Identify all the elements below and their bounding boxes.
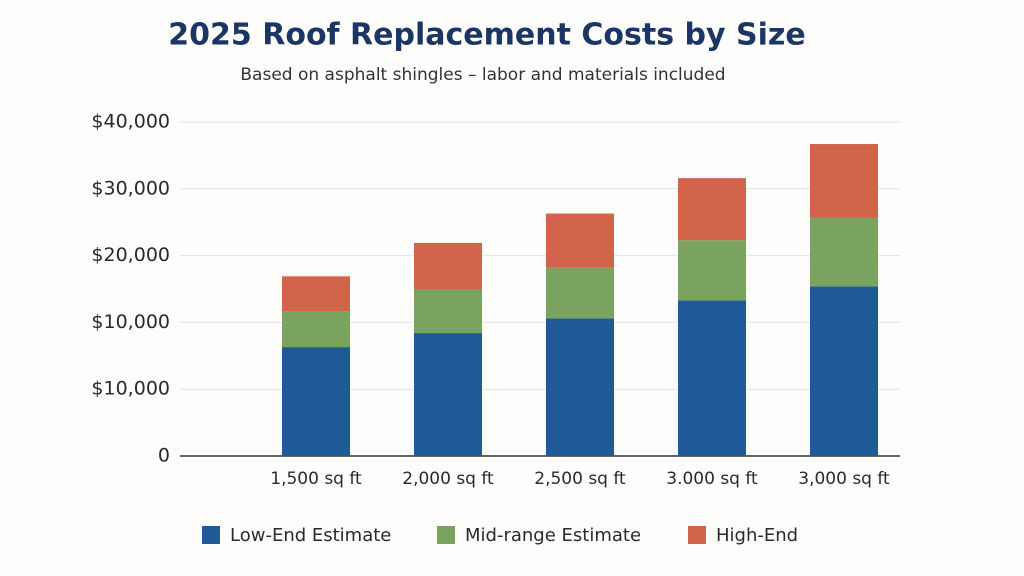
x-tick-label: 1,500 sq ft — [270, 469, 362, 489]
legend-swatch — [437, 526, 455, 544]
bar-segment — [282, 276, 350, 312]
y-tick-label: 0 — [158, 445, 170, 467]
legend-swatch — [202, 526, 220, 544]
chart-title: 2025 Roof Replacement Costs by Size — [168, 18, 805, 53]
legend-label: High-End — [716, 525, 798, 546]
x-tick-label: 3.000 sq ft — [666, 469, 758, 489]
bar-segment — [546, 318, 614, 456]
bar-segment — [810, 144, 878, 218]
legend-label: Low-End Estimate — [230, 525, 391, 546]
bar-segment — [810, 286, 878, 456]
legend-swatch — [688, 526, 706, 544]
y-tick-label: $30,000 — [91, 177, 170, 199]
bar-segment — [414, 242, 482, 289]
bar-segment — [546, 213, 614, 268]
bar-segment — [678, 300, 746, 456]
y-tick-label: $40,000 — [91, 111, 170, 133]
bar-segment — [282, 347, 350, 456]
legend-label: Mid-range Estimate — [465, 525, 641, 546]
x-tick-label: 2,000 sq ft — [402, 469, 494, 489]
bar-segment — [414, 289, 482, 334]
y-tick-label: $20,000 — [91, 244, 170, 266]
x-tick-label: 3,000 sq ft — [798, 469, 890, 489]
bar-segment — [678, 178, 746, 241]
chart-subtitle: Based on asphalt shingles – labor and ma… — [240, 65, 725, 85]
y-tick-label: $10,000 — [91, 378, 170, 400]
bar-segment — [678, 240, 746, 301]
x-tick-label: 2,500 sq ft — [534, 469, 626, 489]
bar-segment — [546, 267, 614, 319]
bar-segment — [282, 311, 350, 348]
y-tick-label: $10,000 — [91, 311, 170, 333]
bar-segment — [414, 333, 482, 456]
bar-segment — [810, 217, 878, 287]
